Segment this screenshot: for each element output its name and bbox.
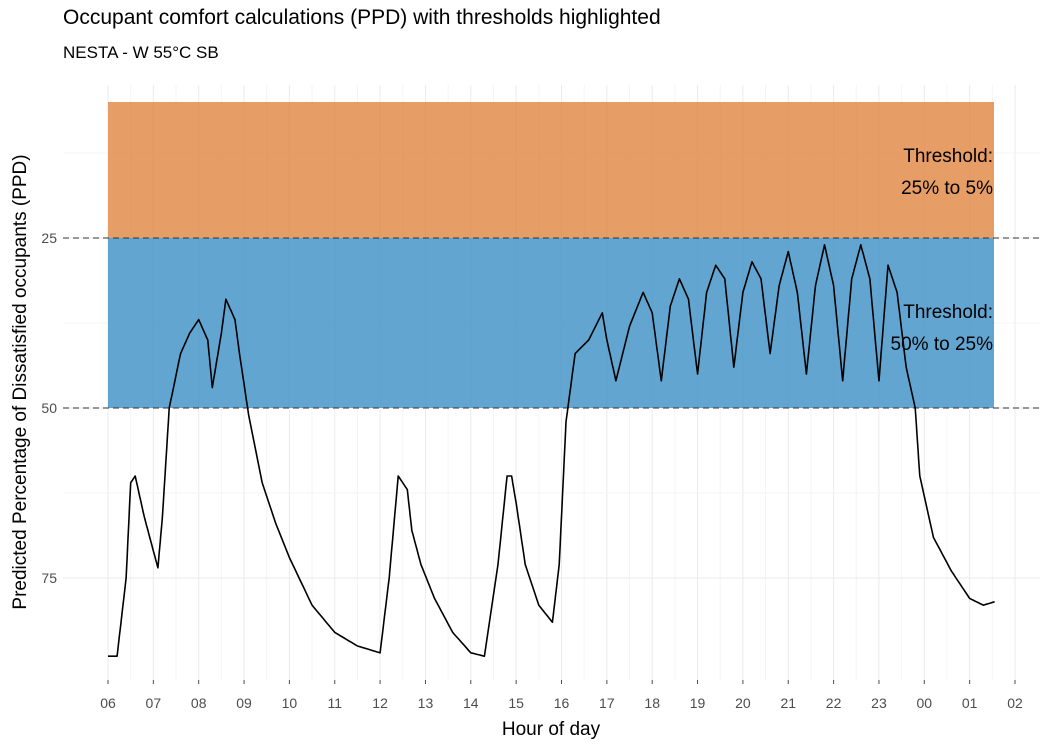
chart-subtitle: NESTA - W 55°C SB — [63, 43, 219, 62]
x-tick-label: 22 — [826, 695, 842, 711]
y-tick-labels: 25 50 75 — [41, 230, 57, 586]
annotation-lower-line1: Threshold: — [903, 302, 993, 323]
threshold-bands — [108, 102, 994, 408]
y-tick-label: 50 — [41, 400, 57, 416]
x-axis-label: Hour of day — [502, 719, 601, 740]
x-tick-label: 21 — [780, 695, 796, 711]
annotation-lower-line2: 50% to 25% — [891, 334, 994, 355]
x-tick-label: 00 — [917, 695, 933, 711]
series-layer — [108, 244, 995, 657]
x-tick-label: 14 — [463, 695, 479, 711]
x-tick-label: 12 — [372, 695, 388, 711]
x-tick-label: 02 — [1007, 695, 1023, 711]
y-tick-label: 75 — [41, 570, 57, 586]
threshold-lines — [63, 237, 1040, 409]
y-tick-label: 25 — [41, 230, 57, 246]
ppd-series-line — [108, 244, 995, 657]
x-tick-label: 18 — [644, 695, 660, 711]
annotations: Threshold: 25% to 5% Threshold: 50% to 25% — [891, 146, 994, 355]
x-tick-label: 10 — [282, 695, 298, 711]
band-25-to-5 — [108, 102, 994, 238]
x-tick-label: 08 — [191, 695, 207, 711]
x-tick-label: 01 — [962, 695, 978, 711]
chart-title: Occupant comfort calculations (PPD) with… — [63, 6, 661, 29]
x-tick-label: 07 — [146, 695, 162, 711]
annotation-upper-line1: Threshold: — [903, 146, 993, 167]
x-tick-label: 23 — [871, 695, 887, 711]
x-tick-label: 19 — [690, 695, 706, 711]
y-axis-label: Predicted Percentage of Dissatisfied occ… — [10, 154, 31, 609]
x-tick-label: 11 — [327, 695, 342, 711]
x-tick-label: 17 — [599, 695, 615, 711]
x-tick-label: 09 — [236, 695, 252, 711]
x-tick-label: 06 — [100, 695, 116, 711]
annotation-upper-line2: 25% to 5% — [901, 178, 993, 199]
x-tick-label: 13 — [418, 695, 434, 711]
band-50-to-25 — [108, 238, 994, 408]
x-tick-labels: 06 07 08 09 10 11 12 13 14 15 16 17 18 19 20 21 22 23 00 01… — [100, 680, 1023, 711]
x-tick-label: 16 — [554, 695, 570, 711]
x-tick-label: 20 — [735, 695, 751, 711]
x-tick-label: 15 — [508, 695, 524, 711]
